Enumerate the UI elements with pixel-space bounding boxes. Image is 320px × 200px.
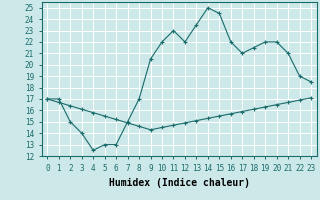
X-axis label: Humidex (Indice chaleur): Humidex (Indice chaleur) bbox=[109, 178, 250, 188]
